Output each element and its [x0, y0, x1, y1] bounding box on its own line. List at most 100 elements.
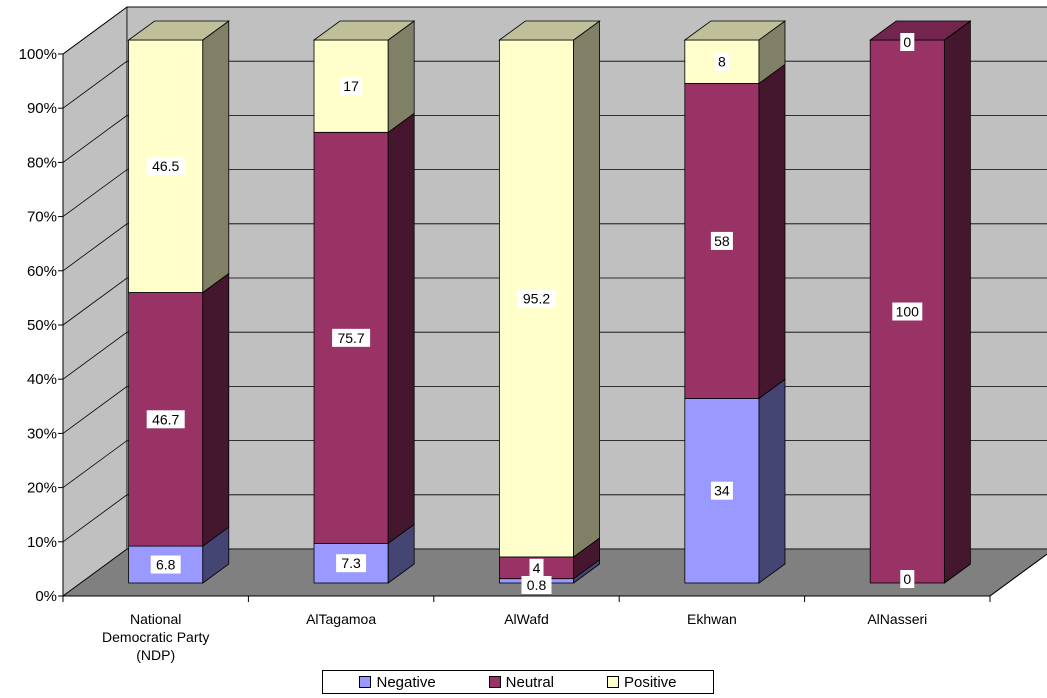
floor-edge — [989, 553, 1047, 597]
y-tick-label: 50% — [27, 317, 57, 334]
y-tick-label: 10% — [27, 534, 57, 551]
legend-swatch-positive — [606, 676, 619, 688]
bar-side — [387, 112, 415, 545]
data-label-text: 8 — [718, 54, 726, 70]
legend-item-neutral: Neutral — [488, 673, 555, 691]
data-label: 6.8 — [150, 555, 181, 574]
legend-swatch-negative — [359, 676, 372, 688]
y-tick-label: 90% — [27, 100, 57, 117]
y-tick-label: 70% — [27, 209, 57, 226]
data-label: 17 — [340, 77, 363, 96]
bar-top — [127, 20, 231, 41]
y-tick-label: 20% — [27, 480, 57, 497]
legend-label-neutral: Neutral — [505, 673, 555, 691]
bar-top — [683, 20, 787, 41]
data-label-text: 46.7 — [152, 411, 179, 427]
data-label-bg — [710, 481, 733, 500]
data-label-text: 75.7 — [337, 330, 364, 346]
y-tick-label: 100% — [19, 46, 57, 63]
data-label: 0 — [900, 570, 915, 588]
data-label-bg — [517, 289, 556, 308]
bar-side — [387, 20, 415, 134]
data-label: 95.2 — [517, 289, 556, 308]
data-label-bg — [529, 558, 544, 577]
data-label-bg — [332, 328, 371, 347]
data-label-text: 0 — [903, 571, 911, 587]
y-tick-label: 60% — [27, 263, 57, 280]
x-tick-label: Ekhwan — [687, 611, 737, 627]
data-label-text: 95.2 — [523, 290, 550, 306]
bar-front — [684, 39, 760, 84]
y-axis: 0% 10% 20% 30% 40% 50% 60% 70% 80% 90% 100% — [19, 46, 64, 605]
data-label-bg — [714, 52, 729, 71]
bar-side — [943, 20, 971, 584]
bar-segment-neutral — [128, 272, 230, 547]
x-tick-label: AlTagamoa — [306, 611, 376, 627]
data-label-bg — [336, 554, 367, 573]
legend: Negative Neutral Positive — [322, 670, 714, 694]
bar-side — [573, 20, 600, 558]
bar-segment-positive — [128, 20, 230, 294]
data-label: 0 — [900, 33, 915, 51]
data-label-bg — [900, 570, 915, 588]
bar-segment-positive — [684, 20, 786, 85]
x-tick-label: National Democratic Party (NDP) — [102, 611, 209, 663]
data-label-bg — [892, 302, 923, 321]
data-label: 0.8 — [521, 576, 552, 594]
bars — [127, 20, 972, 584]
bar-segment-negative — [684, 378, 786, 584]
data-labels: 6.8 46.7 46.5 7.3 75.7 17 0.84 95.2 34 58 8 0 100 0 — [146, 33, 923, 594]
gridline — [62, 6, 1047, 55]
data-label-text: 4 — [533, 560, 541, 576]
y-tick-label: 40% — [27, 371, 57, 388]
bar-segment-neutral — [684, 63, 786, 400]
data-label: 8 — [714, 52, 729, 71]
bar-segment-positive — [499, 20, 600, 558]
data-label: 7.3 — [336, 554, 367, 573]
x-axis: National Democratic Party (NDP) AlTagamoa Al… — [62, 553, 1047, 663]
data-label: 46.5 — [146, 157, 185, 176]
bar-top — [312, 20, 416, 41]
bar-top — [498, 20, 601, 41]
data-label-bg — [710, 231, 733, 250]
bar-segment-neutral — [869, 20, 971, 584]
data-label: 100 — [892, 302, 923, 321]
data-label: 75.7 — [332, 328, 371, 347]
data-label-text: 0 — [903, 34, 911, 50]
data-label-bg — [900, 33, 915, 51]
data-label: 34 — [710, 481, 733, 500]
legend-swatch-neutral — [488, 676, 501, 688]
data-label-text: 0.8 — [527, 577, 547, 593]
legend-label-negative: Negative — [376, 673, 436, 691]
legend-label-positive: Positive — [623, 673, 677, 691]
data-label-text: 58 — [714, 233, 730, 249]
data-label: 4 — [529, 558, 544, 577]
data-label-bg — [146, 157, 185, 176]
y-tick-label: 30% — [27, 425, 57, 442]
data-label-text: 46.5 — [152, 158, 179, 174]
stacked-bar-chart: 0% 10% 20% 30% 40% 50% 60% 70% 80% 90% 100% Nation… — [19, 6, 1047, 663]
data-label-bg — [521, 576, 552, 594]
data-label-bg — [146, 410, 185, 429]
legend-item-positive: Positive — [606, 673, 677, 691]
data-label: 46.7 — [146, 410, 185, 429]
data-label-text: 7.3 — [341, 555, 361, 571]
data-label-text: 34 — [714, 483, 730, 499]
y-tick-label: 0% — [35, 588, 57, 605]
x-tick-label: AlWafd — [504, 611, 549, 627]
bar-side — [202, 20, 230, 294]
bar-side — [202, 272, 230, 547]
legend-item-negative: Negative — [359, 673, 436, 691]
data-label-text: 17 — [343, 78, 359, 94]
data-label-bg — [150, 555, 181, 574]
data-label-text: 6.8 — [156, 557, 176, 573]
bar-segment-neutral — [313, 112, 415, 545]
y-tick-label: 80% — [27, 154, 57, 171]
x-tick-label: AlNasseri — [867, 611, 927, 627]
bar-side — [758, 378, 786, 584]
bar-top — [868, 20, 972, 41]
data-label-bg — [340, 77, 363, 96]
data-label: 58 — [710, 231, 733, 250]
data-label-text: 100 — [896, 304, 920, 320]
bar-side — [758, 63, 786, 400]
